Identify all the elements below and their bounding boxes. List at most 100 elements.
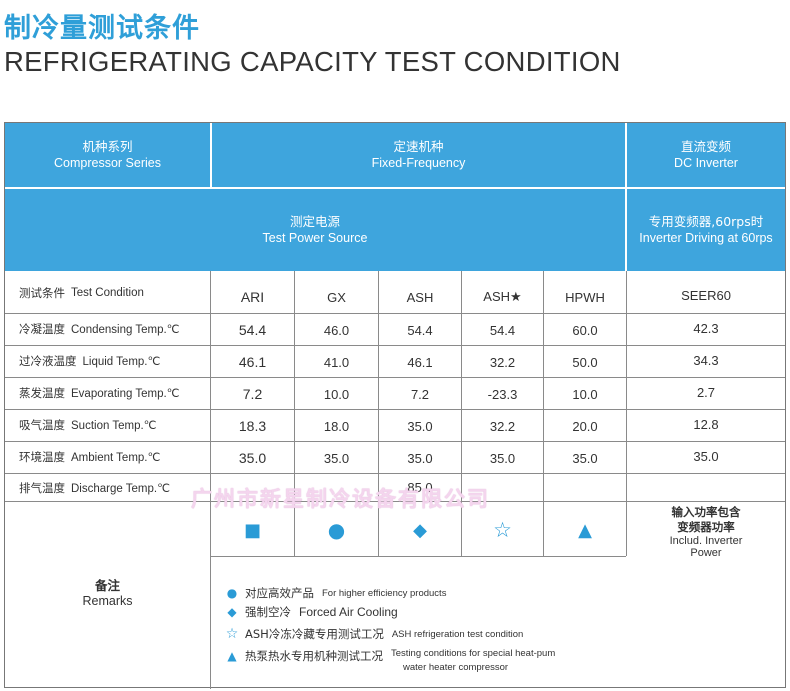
grid-line <box>5 473 785 474</box>
table-cell: 35.0 <box>407 450 433 466</box>
discharge-temp-value: 85.0 <box>407 480 433 495</box>
row-label-en: Suction Temp.℃ <box>71 420 157 432</box>
table-cell: 50.0 <box>572 354 598 370</box>
grid-line <box>210 271 211 689</box>
row-label-cn: 过冷液温度 <box>19 354 77 368</box>
inverter-driving-header-en: Inverter Driving at 60rps <box>639 231 773 245</box>
star-icon: ☆ <box>225 626 239 642</box>
diamond-icon: ◆ <box>413 519 427 541</box>
company-watermark: 广州市新星制冷设备有限公司 <box>191 487 490 511</box>
row-label-cn: 吸气温度 <box>19 418 65 432</box>
page-title-cn: 制冷量测试条件 <box>4 13 200 44</box>
row-label-en: Condensing Temp.℃ <box>71 324 180 336</box>
table-cell: 35.0 <box>489 450 516 466</box>
row-label-cn: 环境温度 <box>19 450 65 464</box>
legend-item-cn: 强制空冷 <box>245 605 291 619</box>
inverter-driving-header: 专用变频器,60rps时 Inverter Driving at 60rps <box>627 189 785 271</box>
test-power-source-header-en: Test Power Source <box>262 231 368 245</box>
row-label-ambient: 环境温度 Ambient Temp.℃ <box>19 445 160 469</box>
table-cell: 35.0 <box>323 450 350 466</box>
grid-line <box>461 271 462 556</box>
table-cell: 18.0 <box>323 418 350 434</box>
star-icon: ☆ <box>493 518 512 542</box>
table-cell: 35.0 <box>572 450 598 466</box>
inverter-driving-header-cn: 专用变频器,60rps时 <box>648 214 764 229</box>
circle-icon: ● <box>327 518 346 542</box>
table-cell: 32.2 <box>489 418 516 434</box>
table-cell: 54.4 <box>238 322 267 338</box>
row-label-suction: 吸气温度 Suction Temp.℃ <box>19 413 157 437</box>
legend-item-high-efficiency: ● 对应高效产品 For higher efficiency products <box>225 585 447 601</box>
table-cell: 7.2 <box>410 386 430 402</box>
remarks-label-en: Remarks <box>82 594 133 608</box>
table-cell: -23.3 <box>487 386 518 402</box>
table-cell: 18.3 <box>238 418 267 434</box>
grid-line <box>5 441 785 442</box>
triangle-icon: ▲ <box>578 519 592 541</box>
row-label-en: Discharge Temp.℃ <box>71 483 170 495</box>
row-label-cn: 测试条件 <box>19 286 65 300</box>
dc-inverter-header-en: DC Inverter <box>674 156 738 170</box>
column-header-ash: ASH <box>406 289 434 305</box>
legend-item-forced-air: ◆ 强制空冷 Forced Air Cooling <box>225 604 398 620</box>
dc-inverter-note: 输入功率包含 变频器功率 Includ. Inverter Power <box>627 505 785 559</box>
table-cell: 35.0 <box>693 448 719 464</box>
grid-line <box>543 271 544 556</box>
grid-line <box>210 556 626 557</box>
legend-item-en: For higher efficiency products <box>322 587 447 599</box>
grid-line <box>5 409 785 410</box>
table-cell: 46.0 <box>323 322 350 338</box>
row-label-evaporating: 蒸发温度 Evaporating Temp.℃ <box>19 381 180 405</box>
table-cell: 20.0 <box>572 418 598 434</box>
table-cell: 35.0 <box>238 450 267 466</box>
row-label-en: Liquid Temp.℃ <box>82 356 161 368</box>
table-cell: 2.7 <box>696 384 716 400</box>
legend-item-en: Forced Air Cooling <box>299 605 398 619</box>
column-header-ash-star: ASH★ <box>483 289 522 304</box>
row-label-test-condition: 测试条件 Test Condition <box>19 281 144 305</box>
column-header-hpwh: HPWH <box>565 289 605 305</box>
table-cell: 34.3 <box>693 352 719 368</box>
grid-line <box>294 271 295 556</box>
column-header-seer60: SEER60 <box>681 287 731 303</box>
table-cell: 32.2 <box>489 354 516 370</box>
dc-note-cn-2: 变频器功率 <box>677 520 735 534</box>
legend-item-en: Testing conditions for special heat-pum <box>391 648 556 659</box>
compressor-series-header: 机种系列 Compressor Series <box>5 123 210 187</box>
legend-item-cn: 热泵热水专用机种测试工况 <box>245 649 383 663</box>
row-label-condensing: 冷凝温度 Condensing Temp.℃ <box>19 317 180 341</box>
row-label-cn: 冷凝温度 <box>19 322 65 336</box>
table-cell: 42.3 <box>693 320 719 336</box>
test-power-source-header-cn: 测定电源 <box>289 214 340 229</box>
grid-line <box>626 271 627 556</box>
table-cell: 10.0 <box>572 386 598 402</box>
dc-inverter-header: 直流变频 DC Inverter <box>627 123 785 187</box>
fixed-frequency-header-en: Fixed-Frequency <box>371 156 466 170</box>
row-label-en: Ambient Temp.℃ <box>71 452 161 464</box>
remarks-label-cn: 备注 <box>94 578 120 593</box>
table-cell: 10.0 <box>323 386 350 402</box>
row-label-liquid: 过冷液温度 Liquid Temp.℃ <box>19 349 160 373</box>
dc-note-en-2: Power <box>690 547 722 559</box>
grid-line <box>5 377 785 378</box>
row-label-en: Test Condition <box>71 287 144 299</box>
table-cell: 7.2 <box>242 386 263 402</box>
legend-item-en-2: water heater compressor <box>403 662 509 673</box>
test-condition-table: 机种系列 Compressor Series 定速机种 Fixed-Freque… <box>4 122 786 689</box>
table-cell: 46.1 <box>238 354 267 370</box>
legend-item-heat-pump: ▲ 热泵热水专用机种测试工况 Testing conditions for sp… <box>225 648 555 664</box>
grid-line <box>378 271 379 556</box>
page-title-en: REFRIGERATING CAPACITY TEST CONDITION <box>4 46 621 77</box>
row-label-cn: 蒸发温度 <box>19 386 65 400</box>
legend-item-en: ASH refrigeration test condition <box>391 628 524 640</box>
column-header-gx: GX <box>327 289 346 305</box>
table-cell: 41.0 <box>323 354 350 370</box>
legend-item-cn: 对应高效产品 <box>245 586 314 600</box>
test-power-source-header: 测定电源 Test Power Source <box>5 189 625 271</box>
legend-item-heat-pump-line2: water heater compressor <box>403 662 508 673</box>
fixed-frequency-header-cn: 定速机种 <box>393 139 444 154</box>
legend-item-ash: ☆ ASH冷冻冷藏专用测试工况 ASH refrigeration test c… <box>225 626 524 642</box>
diamond-icon: ◆ <box>227 605 237 619</box>
table-cell: 12.8 <box>693 416 719 432</box>
grid-line <box>5 313 785 314</box>
